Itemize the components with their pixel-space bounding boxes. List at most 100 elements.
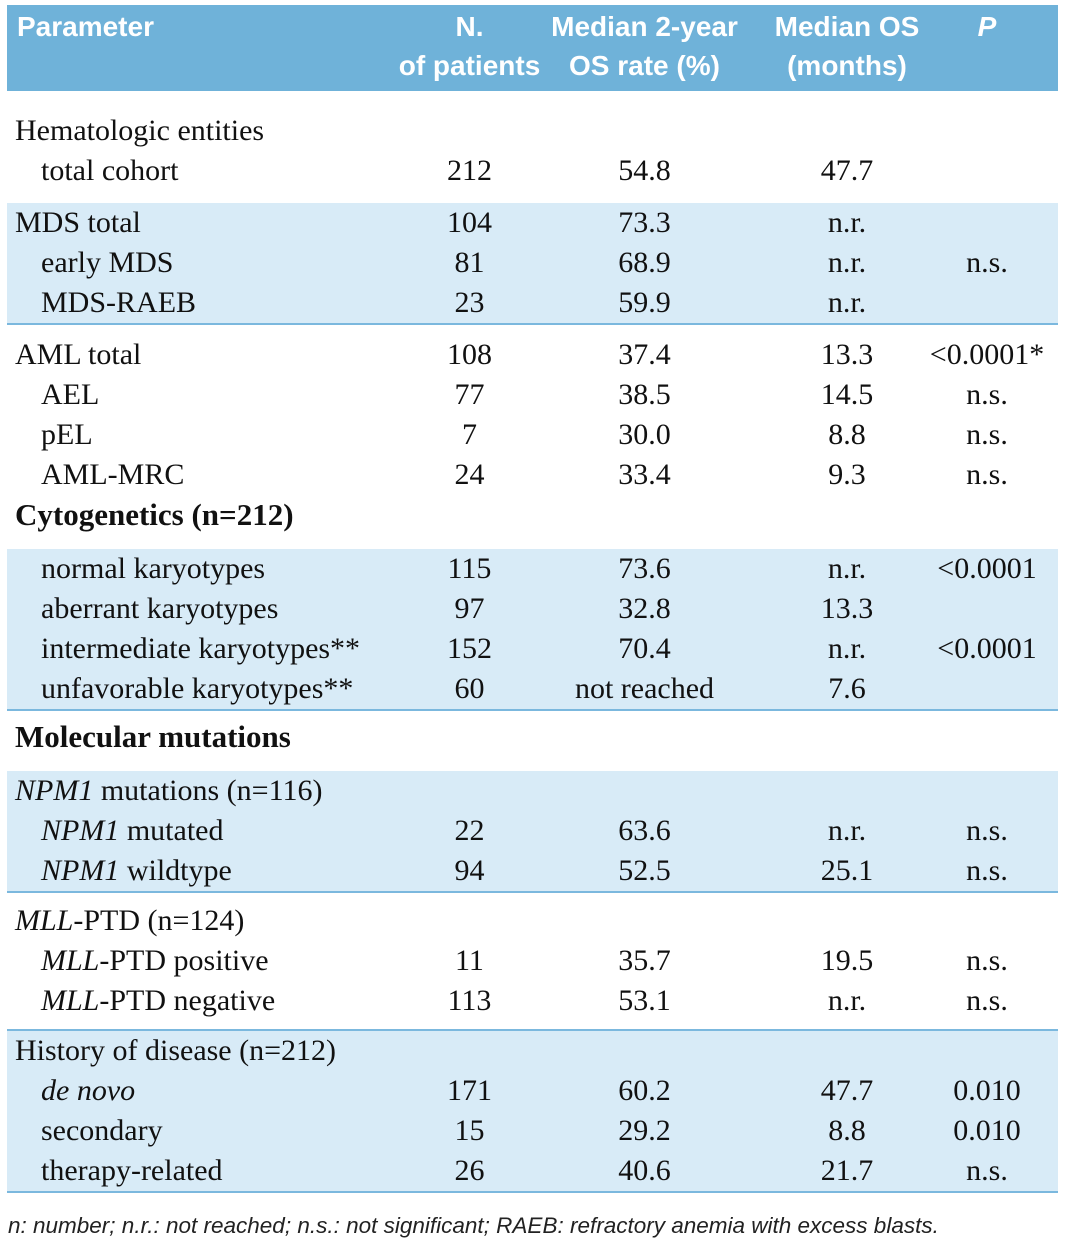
cell-rate: 70.4	[618, 632, 671, 665]
row-label: de novo	[41, 1074, 136, 1107]
cell-n: 115	[447, 552, 492, 585]
cell-os: n.r.	[827, 632, 867, 665]
cell-p: 0.010	[953, 1074, 1021, 1107]
cell-os: 8.8	[828, 1114, 866, 1147]
cell-p: <0.0001*	[929, 338, 1045, 371]
cell-rate: 59.9	[618, 286, 671, 319]
cell-n: 104	[447, 206, 492, 239]
cell-p: n.s.	[966, 246, 1008, 279]
mds-group: MDS total 104 73.3 n.r. early MDS 81 68.…	[7, 203, 1058, 325]
cell-os: n.r.	[827, 814, 867, 847]
cell-rate: 38.5	[618, 378, 671, 411]
header-median-2yr-os: Median 2-year OS rate (%)	[551, 11, 738, 81]
survival-table: Parameter N. of patients Median 2-year OS …	[7, 5, 1058, 1193]
cell-n: 108	[447, 338, 492, 371]
row-label: unfavorable karyotypes**	[41, 672, 354, 705]
row-label: aberrant karyotypes	[41, 592, 279, 625]
cell-n: 171	[447, 1074, 492, 1107]
row-label: MLL-PTD positive	[41, 944, 269, 977]
cell-n: 60	[454, 672, 485, 705]
cell-n: 22	[454, 814, 485, 847]
cell-rate: 40.6	[618, 1154, 671, 1187]
cell-os: 47.7	[820, 154, 874, 187]
row-label: NPM1 mutations (n=116)	[15, 774, 323, 807]
row-label: NPM1 mutated	[41, 814, 224, 847]
cell-os: 21.7	[820, 1154, 874, 1187]
table-row: NPM1 mutations (n=116)	[7, 771, 1058, 811]
cell-n: 113	[447, 984, 492, 1017]
history-group: History of disease (n=212) de novo 171 6…	[7, 1029, 1058, 1193]
table-row: MLL-PTD positive 11 35.7 19.5 n.s.	[7, 941, 1058, 981]
row-label: early MDS	[41, 246, 174, 279]
table-row: MDS total 104 73.3 n.r.	[7, 203, 1058, 243]
cell-n: 152	[447, 632, 492, 665]
header-parameter: Parameter	[17, 11, 154, 42]
table-row: MLL-PTD negative 113 53.1 n.r. n.s.	[7, 981, 1058, 1021]
table-row: History of disease (n=212)	[7, 1031, 1058, 1071]
table-row: intermediate karyotypes** 152 70.4 n.r. …	[7, 629, 1058, 669]
row-label: intermediate karyotypes**	[41, 632, 361, 665]
table-row: MDS-RAEB 23 59.9 n.r.	[7, 283, 1058, 323]
table-row: early MDS 81 68.9 n.r. n.s.	[7, 243, 1058, 283]
cell-p: n.s.	[966, 378, 1008, 411]
cell-os: 14.5	[820, 378, 874, 411]
cell-rate: not reached	[574, 672, 715, 705]
table-footnote: n: number; n.r.: not reached; n.s.: not …	[8, 1213, 939, 1238]
aml-group: AML total 108 37.4 13.3 <0.0001* AEL 77 …	[7, 325, 1058, 535]
table-row: NPM1 wildtype 94 52.5 25.1 n.s.	[7, 851, 1058, 891]
cell-n: 77	[454, 378, 485, 411]
table-row: secondary 15 29.2 8.8 0.010	[7, 1111, 1058, 1151]
cytogenetics-group: normal karyotypes 115 73.6 n.r. <0.0001 …	[7, 549, 1058, 711]
cell-n: 15	[454, 1114, 485, 1147]
table-row: total cohort 212 54.8 47.7	[7, 151, 1058, 191]
cell-p: n.s.	[966, 814, 1008, 847]
cell-os: 25.1	[820, 854, 874, 887]
npm1-group: NPM1 mutations (n=116) NPM1 mutated 22 6…	[7, 771, 1058, 893]
cell-n: 212	[447, 154, 492, 187]
row-label: MLL-PTD (n=124)	[15, 904, 245, 937]
section-title: Hematologic entities	[15, 114, 265, 147]
cell-os: 13.3	[820, 338, 874, 371]
cell-p: n.s.	[966, 458, 1008, 491]
cell-n: 24	[454, 458, 485, 491]
table-row: pEL 7 30.0 8.8 n.s.	[7, 415, 1058, 455]
cell-p: n.s.	[966, 418, 1008, 451]
header-median-os: Median OS (months)	[774, 11, 920, 81]
header-p-value: P	[977, 11, 997, 42]
cell-rate: 37.4	[618, 338, 671, 371]
row-label: History of disease (n=212)	[15, 1034, 337, 1067]
table-row: aberrant karyotypes 97 32.8 13.3	[7, 589, 1058, 629]
table-row: normal karyotypes 115 73.6 n.r. <0.0001	[7, 549, 1058, 589]
row-label: therapy-related	[41, 1154, 223, 1187]
cell-rate: 54.8	[618, 154, 671, 187]
cell-n: 94	[454, 854, 485, 887]
cell-rate: 35.7	[618, 944, 671, 977]
mll-group: MLL-PTD (n=124) MLL-PTD positive 11 35.7…	[7, 893, 1058, 1029]
table-header: Parameter N. of patients Median 2-year OS …	[7, 5, 1058, 91]
cell-n: 23	[454, 286, 485, 319]
cell-os: 19.5	[820, 944, 874, 977]
table-row: NPM1 mutated 22 63.6 n.r. n.s.	[7, 811, 1058, 851]
row-label: secondary	[41, 1114, 163, 1147]
row-label: AML total	[15, 338, 142, 371]
cell-rate: 33.4	[618, 458, 671, 491]
cell-os: 9.3	[828, 458, 866, 491]
cell-os: 47.7	[820, 1074, 874, 1107]
cell-os: n.r.	[827, 206, 867, 239]
cell-rate: 29.2	[618, 1114, 671, 1147]
cell-os: n.r.	[827, 984, 867, 1017]
cell-os: n.r.	[827, 286, 867, 319]
section-title-row: Molecular mutations	[7, 717, 1058, 757]
cell-p: n.s.	[966, 1154, 1008, 1187]
cell-rate: 73.3	[618, 206, 671, 239]
molecular-title-group: Molecular mutations	[7, 711, 1058, 771]
row-label: pEL	[41, 418, 93, 451]
cell-p: <0.0001	[937, 552, 1037, 585]
section-title: Molecular mutations	[15, 719, 291, 754]
table-row: MLL-PTD (n=124)	[7, 901, 1058, 941]
cell-n: 26	[454, 1154, 485, 1187]
cell-rate: 32.8	[618, 592, 671, 625]
row-label: AEL	[41, 378, 100, 411]
cell-rate: 30.0	[618, 418, 671, 451]
cell-n: 11	[455, 944, 484, 977]
